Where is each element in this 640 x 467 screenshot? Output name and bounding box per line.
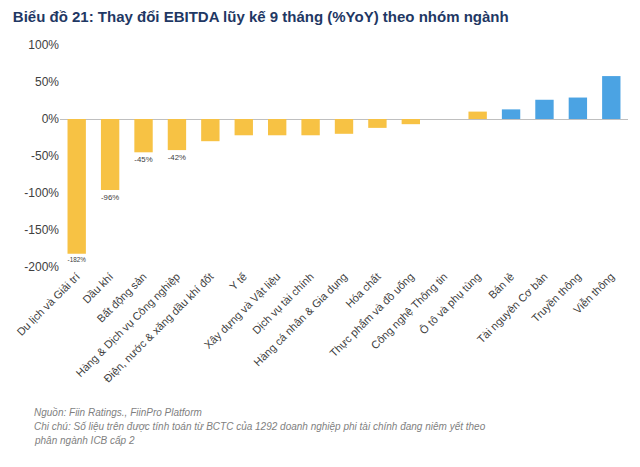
svg-text:-50%: -50%	[31, 149, 59, 163]
svg-text:Hóa chất: Hóa chất	[343, 270, 383, 310]
svg-text:Thực phẩm và đồ uống: Thực phẩm và đồ uống	[327, 270, 416, 359]
svg-text:Du lịch và Giải trí: Du lịch và Giải trí	[14, 270, 82, 338]
svg-text:Bán lẻ: Bán lẻ	[486, 270, 517, 301]
svg-text:Chi chú: Số liệu trên được tín: Chi chú: Số liệu trên được tính toán từ …	[34, 421, 486, 432]
svg-text:-100%: -100%	[24, 186, 59, 200]
svg-text:Hàng cá nhân & Gia dụng: Hàng cá nhân & Gia dụng	[251, 270, 349, 368]
svg-text:Dầu khí: Dầu khí	[80, 270, 115, 305]
svg-text:Viễn thông: Viễn thông	[571, 270, 617, 316]
svg-text:Xây dựng và Vật liệu: Xây dựng và Vật liệu	[202, 270, 283, 351]
svg-text:phân ngành ICB cấp 2: phân ngành ICB cấp 2	[34, 435, 135, 446]
svg-text:0%: 0%	[42, 112, 60, 126]
svg-text:Y tế: Y tế	[227, 270, 249, 292]
svg-text:Nguồn: Fiin Ratings., FiinPro: Nguồn: Fiin Ratings., FiinPro Platform	[34, 407, 202, 418]
svg-text:Dịch vụ tài chính: Dịch vụ tài chính	[250, 270, 316, 336]
svg-text:-96%: -96%	[101, 193, 119, 202]
svg-text:-42%: -42%	[168, 153, 186, 162]
svg-text:-150%: -150%	[24, 223, 59, 237]
svg-text:Bất động sản: Bất động sản	[94, 270, 148, 324]
svg-text:-182%: -182%	[68, 256, 87, 263]
svg-text:Hàng & Dịch vụ Công nghiệp: Hàng & Dịch vụ Công nghiệp	[73, 270, 182, 379]
svg-text:100%: 100%	[28, 38, 59, 52]
svg-text:Truyền thông: Truyền thông	[529, 270, 583, 324]
svg-text:-45%: -45%	[134, 155, 152, 164]
svg-text:Ô tô và phụ tùng: Ô tô và phụ tùng	[417, 270, 483, 336]
svg-text:Biểu đồ 21: Thay đổi EBITDA lũ: Biểu đồ 21: Thay đổi EBITDA lũy kế 9 thá…	[13, 8, 509, 25]
svg-text:-200%: -200%	[24, 260, 59, 274]
svg-text:Tài nguyên Cơ bản: Tài nguyên Cơ bản	[475, 270, 550, 345]
svg-text:Công nghệ Thông tin: Công nghệ Thông tin	[369, 270, 450, 351]
svg-text:50%: 50%	[35, 75, 59, 89]
svg-text:Điện, nước & xăng dầu khí đốt: Điện, nước & xăng dầu khí đốt	[101, 270, 215, 384]
